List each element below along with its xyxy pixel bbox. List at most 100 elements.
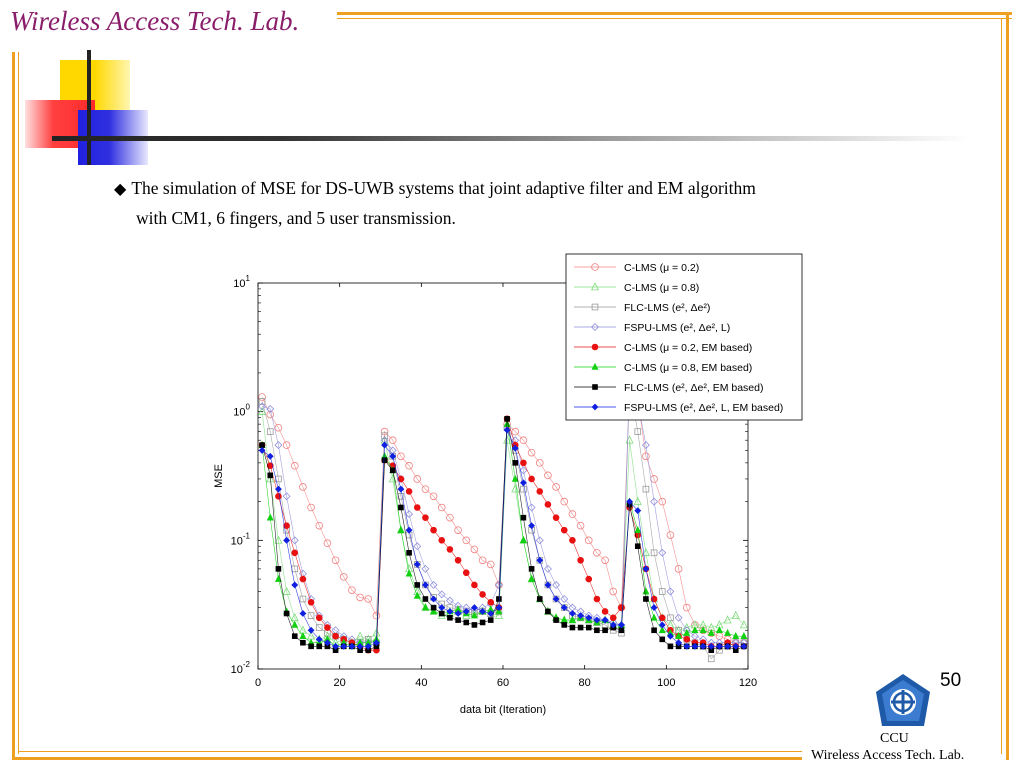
data-point	[413, 591, 421, 599]
data-point	[651, 627, 657, 634]
data-point	[405, 569, 413, 577]
data-point	[323, 639, 331, 647]
data-point	[266, 428, 274, 435]
legend-marker	[592, 384, 598, 390]
data-point	[487, 610, 495, 617]
data-point	[667, 643, 674, 650]
data-point	[291, 633, 298, 639]
data-point	[389, 452, 397, 460]
data-point	[422, 514, 429, 521]
data-point	[258, 402, 267, 411]
x-tick-label: 20	[334, 677, 346, 689]
data-point	[454, 526, 462, 534]
footer-lab: Wireless Access Tech. Lab.	[811, 748, 965, 763]
data-point	[470, 545, 479, 554]
data-point	[724, 642, 732, 650]
y-tick-label: 101	[233, 274, 250, 290]
data-point	[405, 488, 413, 495]
data-point	[421, 564, 430, 573]
x-tick-label: 40	[415, 677, 427, 689]
data-point	[715, 626, 723, 634]
data-point	[577, 556, 584, 564]
data-point	[699, 626, 707, 634]
data-point	[641, 548, 650, 557]
data-point	[406, 550, 412, 556]
data-point	[503, 426, 511, 434]
data-point	[274, 441, 283, 450]
legend-label: C-LMS (μ = 0.8, EM based)	[624, 362, 752, 374]
data-point	[528, 566, 535, 572]
data-point	[536, 488, 544, 495]
data-point	[674, 613, 683, 622]
bullet-line-1: The simulation of MSE for DS-UWB systems…	[131, 178, 756, 198]
data-point	[454, 610, 462, 617]
data-point	[266, 410, 275, 419]
legend-box	[565, 253, 803, 421]
series-line	[261, 411, 745, 644]
data-point	[397, 485, 405, 493]
data-point	[422, 596, 429, 602]
data-point	[520, 485, 527, 493]
top-border-thin	[337, 18, 1012, 19]
data-point	[494, 580, 503, 589]
data-point	[674, 565, 683, 573]
data-point	[275, 492, 282, 500]
data-point	[258, 398, 266, 405]
data-point	[429, 492, 438, 501]
data-point	[535, 536, 544, 545]
data-point	[447, 614, 453, 621]
data-point	[617, 621, 625, 629]
data-point	[479, 608, 487, 615]
data-point	[462, 569, 470, 577]
data-point	[585, 575, 593, 583]
data-point	[340, 642, 348, 650]
data-point	[609, 621, 617, 629]
data-point	[299, 631, 307, 639]
data-point	[519, 536, 527, 544]
data-point	[258, 446, 266, 454]
data-point	[446, 608, 454, 615]
data-point	[519, 479, 527, 487]
legend-marker	[591, 403, 599, 411]
data-point	[405, 510, 414, 519]
data-point	[593, 549, 601, 557]
data-point	[282, 441, 291, 449]
left-border-thick	[12, 52, 15, 760]
data-point	[445, 596, 454, 605]
data-point	[519, 466, 528, 475]
data-point	[471, 622, 478, 628]
data-point	[594, 627, 600, 634]
data-point	[282, 586, 291, 595]
mse-chart: 0 20 40 60 80 100 120 101 100 10-1 10-2 data bit (I…	[213, 253, 803, 716]
data-point	[380, 427, 389, 436]
data-point	[577, 624, 584, 631]
data-point	[666, 587, 675, 596]
y-tick-label: 10-1	[231, 531, 251, 547]
data-point	[683, 636, 691, 643]
data-point	[504, 416, 510, 422]
data-point	[405, 461, 413, 470]
left-border-thin	[18, 52, 19, 754]
data-point	[658, 497, 667, 506]
data-point	[315, 635, 323, 643]
data-point	[413, 504, 421, 511]
data-point	[290, 536, 299, 545]
data-point	[642, 587, 650, 595]
data-point	[732, 631, 740, 639]
data-point	[299, 483, 307, 491]
data-point	[405, 526, 413, 534]
data-point	[658, 614, 666, 622]
bullet-diamond-icon: ◆	[114, 181, 127, 198]
data-point	[266, 462, 274, 470]
data-point	[356, 642, 364, 650]
data-point	[650, 549, 658, 557]
data-point	[487, 598, 495, 606]
data-point	[528, 574, 536, 582]
data-point	[569, 537, 576, 544]
data-point	[414, 582, 421, 588]
legend-marker	[591, 263, 599, 271]
series-line	[261, 424, 744, 647]
data-point	[307, 503, 315, 512]
data-point	[666, 531, 675, 539]
data-point	[560, 604, 568, 612]
